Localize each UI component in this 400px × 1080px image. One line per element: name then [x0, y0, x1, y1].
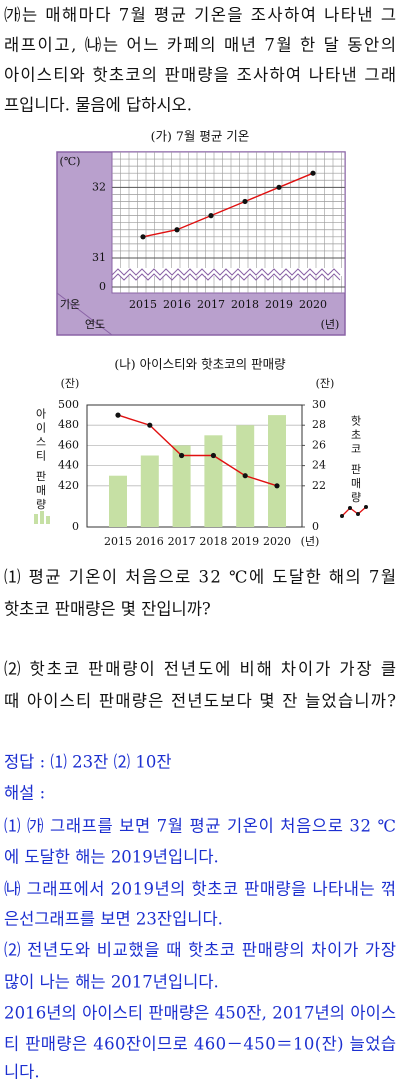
y2-tick-label: 24 — [312, 459, 326, 472]
text-line: 티 판매량은 460잔이므로 460－450＝10(잔) 늘었습 — [4, 1035, 396, 1054]
plot-frame — [86, 404, 303, 528]
bar — [140, 455, 159, 527]
y2-tick-label: 26 — [312, 438, 326, 451]
x-unit: (년) — [301, 535, 320, 548]
text-line: ⑴ ㈎ 그래프를 보면 7월 평균 기온이 처음으로 32 ℃ — [4, 817, 396, 836]
legend-icon — [46, 516, 50, 524]
text-line: ⑵ 핫초코 판매량이 전년도에 비해 차이가 가장 클 — [4, 660, 396, 679]
x-tick-label: 2017 — [197, 298, 225, 311]
y-tick-label: 0 — [72, 520, 79, 533]
y2-tick-label: 28 — [312, 418, 326, 431]
y2-tick-label: 22 — [312, 479, 326, 492]
axis-break — [111, 268, 341, 277]
text-line: 핫초코 판매량은 몇 잔입니까? — [4, 600, 211, 619]
y-tick-label: 460 — [58, 438, 79, 451]
row-label: 기온 — [60, 298, 80, 311]
y-tick-label: 440 — [58, 459, 79, 472]
text-line: 해설 : — [4, 784, 45, 803]
text-line: 많이 나는 해는 2017년입니다. — [4, 973, 219, 992]
legend-icon — [40, 511, 44, 524]
text-line: 에 도달한 해는 2019년입니다. — [4, 848, 219, 867]
y-unit: (℃) — [60, 155, 81, 168]
y-tick-label: 32 — [92, 180, 106, 193]
diagonal — [56, 292, 113, 336]
x-tick-label: 2020 — [299, 298, 327, 311]
y2-unit: (잔) — [316, 377, 335, 390]
text-line: ㈎는 매해마다 7월 평균 기온을 조사하여 나타낸 그 — [4, 6, 396, 25]
y-tick-label: 420 — [58, 479, 79, 492]
text-line: 정답 : ⑴ 23잔 ⑵ 10잔 — [4, 753, 172, 772]
data-point — [310, 170, 316, 176]
x-tick-label: 2017 — [168, 535, 196, 548]
y-tick-label: 480 — [58, 418, 79, 431]
y-tick-label: 0 — [99, 280, 106, 293]
x-tick-label: 2019 — [231, 535, 259, 548]
text-line: 은선그래프를 보면 23잔입니다. — [4, 910, 223, 929]
x-tick-label: 2020 — [263, 535, 291, 548]
bar — [268, 415, 286, 527]
data-point — [179, 452, 185, 459]
y-unit: (잔) — [61, 377, 80, 390]
text-line: ⑴ 평균 기온이 처음으로 32 ℃에 도달한 해의 7월 — [4, 568, 396, 587]
legend-icon — [341, 506, 367, 517]
line-series — [117, 414, 278, 487]
chart-title: (나) 아이스티와 핫초코의 판매량 — [114, 357, 286, 372]
x-tick-label: 2016 — [136, 535, 164, 548]
y-tick-label: 500 — [58, 398, 79, 411]
y2-tick-label: 30 — [312, 398, 326, 411]
data-point — [115, 412, 121, 418]
chart-title: (가) 7월 평균 기온 — [151, 129, 250, 144]
text-line: 아이스티와 핫초코의 판매량을 조사하여 나타낸 그래 — [4, 66, 396, 85]
y-tick-label: 31 — [92, 251, 106, 264]
text-line: 프입니다. 물음에 답하시오. — [4, 96, 192, 115]
col-label: 연도 — [85, 318, 105, 331]
data-point — [210, 452, 216, 459]
text-line: ⑵ 전년도와 비교했을 때 핫초코 판매량의 차이가 가장 — [4, 941, 396, 960]
legend-icon — [34, 514, 38, 524]
legend-icon-dot — [348, 506, 352, 510]
x-tick-label: 2015 — [129, 298, 157, 311]
data-point — [242, 473, 248, 479]
line-series — [142, 172, 314, 238]
legend-icon-dot — [340, 514, 344, 518]
text-line: 니다. — [4, 1063, 40, 1080]
data-point — [242, 198, 248, 205]
bar — [204, 435, 223, 527]
axis-break — [111, 273, 341, 282]
data-point — [147, 422, 153, 428]
text-line: 래프이고, ㈏는 어느 카페의 매년 7월 한 달 동안의 — [4, 36, 396, 55]
data-point — [208, 213, 214, 219]
data-point — [276, 184, 282, 190]
legend-label: 아이스티 판매량 — [34, 408, 47, 513]
x-tick-label: 2018 — [199, 535, 227, 548]
x-tick-label: 2016 — [163, 298, 191, 311]
x-tick-label: 2015 — [104, 535, 132, 548]
legend-icon-dot — [356, 512, 360, 516]
x-tick-label: 2019 — [265, 298, 293, 311]
data-point — [274, 483, 280, 489]
bar — [172, 445, 191, 527]
x-tick-label: 2018 — [231, 298, 259, 311]
text-line: 때 아이스티 판매량은 전년도보다 몇 잔 늘었습니까? — [4, 692, 396, 711]
data-point — [140, 234, 146, 240]
legend-label: 핫초코 판매량 — [349, 415, 362, 506]
data-point — [174, 227, 180, 233]
x-unit: (년) — [321, 318, 340, 331]
text-line: 2016년의 아이스티 판매량은 450잔, 2017년의 아이스 — [4, 1004, 396, 1023]
legend-icon-dot — [364, 505, 368, 509]
text-line: ㈏ 그래프에서 2019년의 핫초코 판매량을 나타내는 꺾 — [4, 880, 396, 899]
y2-tick-label: 0 — [312, 520, 319, 533]
bar — [109, 475, 127, 527]
